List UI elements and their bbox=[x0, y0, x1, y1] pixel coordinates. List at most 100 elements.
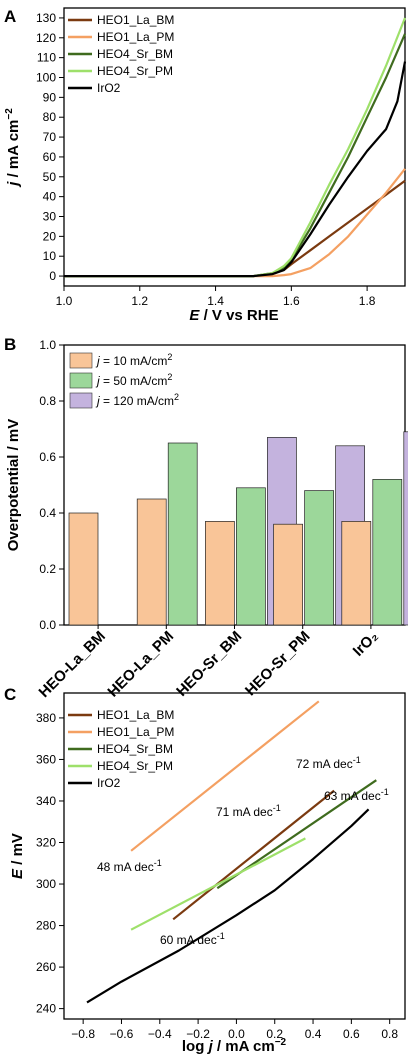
y-tick-label: 120 bbox=[36, 31, 56, 45]
legend-b: j = 10 mA/cm2 j = 50 mA/cm2 j = 120 mA/c… bbox=[69, 352, 179, 409]
plot-frame-c bbox=[63, 692, 406, 1020]
legend-label: j = 10 mA/cm2 bbox=[95, 352, 172, 368]
legend-label: HEO1_La_BM bbox=[97, 13, 174, 27]
panel-label-a: A bbox=[4, 7, 16, 26]
x-tick-label: 1.4 bbox=[207, 294, 224, 308]
legend-c: HEO1_La_BM HEO1_La_PM HEO4_Sr_BM HEO4_Sr… bbox=[68, 708, 174, 790]
legend-label: j = 50 mA/cm2 bbox=[95, 372, 172, 388]
y-tick-label: 50 bbox=[43, 170, 57, 184]
y-tick-label: 0.6 bbox=[39, 450, 56, 464]
bar bbox=[205, 521, 235, 626]
plot-frame-a bbox=[63, 7, 406, 287]
bar bbox=[273, 523, 303, 626]
series-line-iro2 bbox=[86, 808, 370, 1004]
legend-a: HEO1_La_BM HEO1_La_PM HEO4_Sr_BM HEO4_Sr… bbox=[68, 13, 174, 95]
x-tick-label: 0.8 bbox=[381, 1027, 398, 1041]
panel-label-b: B bbox=[4, 335, 16, 354]
y-tick-label: 260 bbox=[36, 960, 56, 974]
series-line-heo1_la_pm bbox=[130, 700, 320, 852]
legend-label: HEO4_Sr_PM bbox=[97, 759, 173, 773]
y-tick-label: 1.0 bbox=[39, 338, 56, 352]
bar bbox=[136, 498, 167, 626]
bar bbox=[403, 431, 408, 626]
category-label: HEO-La_PM bbox=[104, 628, 177, 701]
y-tick-label: 130 bbox=[36, 11, 56, 25]
bar bbox=[372, 479, 403, 626]
y-tick-label: 80 bbox=[43, 110, 57, 124]
y-tick-label: 0.4 bbox=[39, 506, 56, 520]
category-label: HEO-Sr_PM bbox=[242, 628, 314, 700]
legend-label: HEO1_La_PM bbox=[97, 725, 174, 739]
slope-annotations: 72 mA dec-1 63 mA dec-1 71 mA dec-1 48 m… bbox=[97, 755, 389, 947]
x-tick-label: 0.2 bbox=[266, 1027, 283, 1041]
y-tick-label: 40 bbox=[43, 190, 57, 204]
x-tick-label: 0.0 bbox=[228, 1027, 245, 1041]
panel-label-c: C bbox=[4, 685, 16, 704]
y-tick-label: 100 bbox=[36, 71, 56, 85]
legend-label: HEO4_Sr_PM bbox=[97, 64, 173, 78]
y-tick-label: 0.8 bbox=[39, 394, 56, 408]
y-tick-label: 60 bbox=[43, 150, 57, 164]
x-tick-label: 1.8 bbox=[359, 294, 376, 308]
bar bbox=[167, 442, 198, 626]
series-line-heo1_la_pm bbox=[64, 168, 406, 278]
legend-swatch bbox=[69, 372, 93, 389]
bar bbox=[68, 512, 99, 626]
y-tick-label: 360 bbox=[36, 752, 56, 766]
slope-annotation: 48 mA dec-1 bbox=[97, 858, 162, 874]
slope-annotation: 63 mA dec-1 bbox=[324, 787, 389, 803]
x-axis-label-c: log j / mA cm−2 bbox=[182, 1037, 287, 1055]
bars-b bbox=[68, 431, 408, 626]
y-tick-label: 0.0 bbox=[39, 618, 56, 632]
x-tick-label: −0.8 bbox=[71, 1027, 95, 1041]
y-axis-label-a: j / mA cm−2 bbox=[4, 108, 22, 188]
y-tick-label: 90 bbox=[43, 90, 57, 104]
y-tick-label: 10 bbox=[43, 249, 57, 263]
y-tick-label: 20 bbox=[43, 229, 57, 243]
x-tick-label: −0.4 bbox=[148, 1027, 172, 1041]
x-axis-label-a: E / V vs RHE bbox=[189, 307, 278, 324]
y-tick-label: 30 bbox=[43, 210, 57, 224]
y-tick-label: 300 bbox=[36, 877, 56, 891]
y-tick-label: 320 bbox=[36, 836, 56, 850]
legend-label: j = 120 mA/cm2 bbox=[95, 392, 179, 408]
y-tick-label: 240 bbox=[36, 1002, 56, 1016]
chart-a: A 0 10 20 30 40 50 60 70 80 90 100 110 120 130 1.0 1.2… bbox=[4, 7, 407, 324]
slope-annotation: 60 mA dec-1 bbox=[160, 931, 225, 947]
y-tick-label: 110 bbox=[37, 51, 56, 65]
y-tick-label: 280 bbox=[36, 919, 56, 933]
series-lines-c bbox=[86, 700, 377, 1004]
x-tick-label: 0.6 bbox=[343, 1027, 360, 1041]
category-label: HEO-La_BM bbox=[36, 628, 109, 701]
series-line-iro2 bbox=[64, 61, 407, 278]
legend-label: HEO1_La_BM bbox=[97, 708, 174, 722]
y-axis-label-b: Overpotential / mV bbox=[5, 419, 22, 552]
series-lines-a bbox=[64, 17, 407, 278]
legend-label: HEO1_La_PM bbox=[97, 30, 174, 44]
legend-label: IrO2 bbox=[97, 81, 121, 95]
bar bbox=[304, 490, 334, 626]
y-tick-label: 0 bbox=[49, 269, 56, 283]
category-label: HEO-Sr_BM bbox=[173, 628, 245, 700]
x-tick-label: 0.4 bbox=[305, 1027, 322, 1041]
legend-swatch bbox=[69, 352, 93, 369]
x-tick-label: −0.6 bbox=[110, 1027, 134, 1041]
slope-annotation: 72 mA dec-1 bbox=[296, 755, 361, 771]
legend-label: HEO4_Sr_BM bbox=[97, 742, 173, 756]
x-tick-label: −0.2 bbox=[186, 1027, 210, 1041]
bar bbox=[236, 487, 266, 626]
series-line-heo4_sr_pm bbox=[130, 837, 306, 931]
series-line-heo1_la_bm bbox=[172, 789, 335, 921]
legend-label: IrO2 bbox=[97, 776, 121, 790]
legend-swatch bbox=[69, 392, 93, 409]
legend-label: HEO4_Sr_BM bbox=[97, 47, 173, 61]
y-tick-label: 70 bbox=[43, 130, 57, 144]
y-tick-label: 340 bbox=[36, 794, 56, 808]
y-axis-label-c: E / mV bbox=[9, 833, 26, 879]
y-tick-label: 0.2 bbox=[39, 562, 56, 576]
y-tick-label: 380 bbox=[36, 711, 56, 725]
category-label: IrO₂ bbox=[350, 628, 382, 660]
x-tick-label: 1.0 bbox=[56, 294, 73, 308]
chart-c: C 240 260 280 300 320 340 360 380 −0.8 −0.6 −0.4−… bbox=[4, 685, 406, 1055]
